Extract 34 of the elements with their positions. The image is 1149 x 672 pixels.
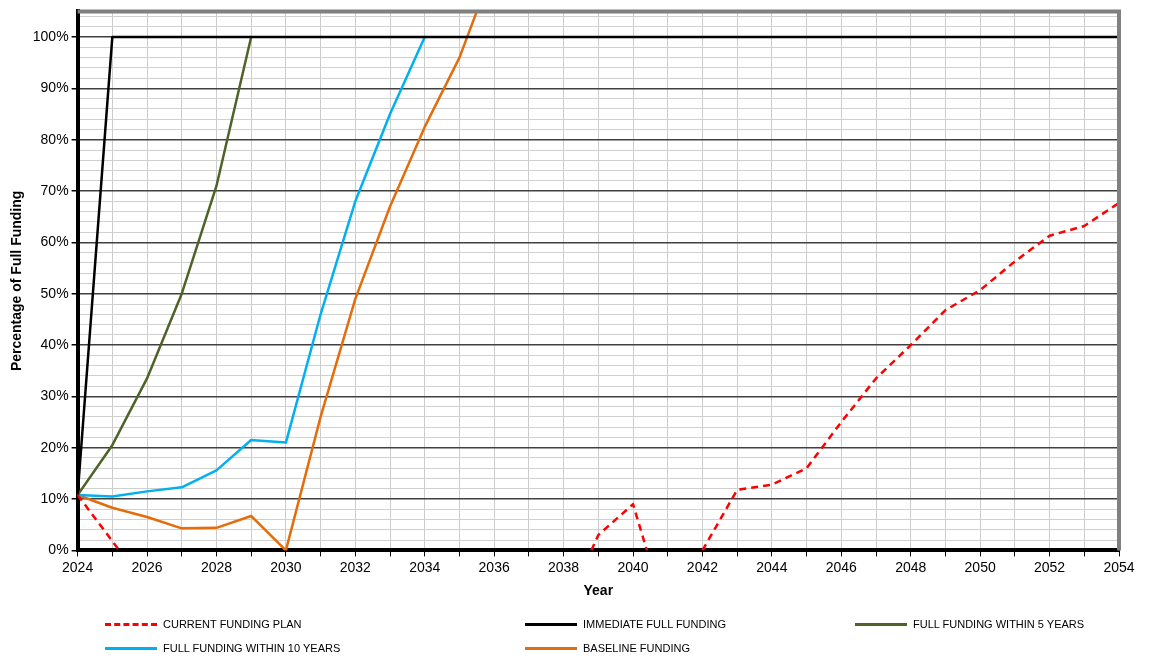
legend-label: CURRENT FUNDING PLAN: [163, 618, 302, 630]
y-tick-label: 20%: [40, 438, 69, 455]
legend-label: BASELINE FUNDING: [583, 642, 690, 654]
y-tick-label: 50%: [40, 284, 69, 301]
x-tick-label: 2048: [895, 558, 927, 575]
y-axis-title: Percentage of Full Funding: [8, 190, 25, 372]
legend-label: FULL FUNDING WITHIN 5 YEARS: [913, 618, 1085, 630]
legend-label: IMMEDIATE FULL FUNDING: [583, 618, 727, 630]
y-tick-label: 30%: [40, 387, 69, 404]
x-tick-label: 2044: [756, 558, 788, 575]
x-tick-label: 2024: [62, 558, 94, 575]
x-tick-label: 2028: [200, 558, 233, 575]
x-tick-label: 2036: [478, 558, 510, 575]
x-tick-label: 2026: [131, 558, 163, 575]
legend-label: FULL FUNDING WITHIN 10 YEARS: [163, 642, 341, 654]
x-tick-label: 2046: [825, 558, 858, 575]
x-tick-label: 2042: [686, 558, 719, 575]
x-tick-label: 2050: [964, 558, 996, 575]
x-axis-title: Year: [583, 582, 614, 599]
y-tick-label: 0%: [48, 541, 69, 558]
y-tick-label: 60%: [40, 233, 69, 250]
x-tick-label: 2040: [617, 558, 649, 575]
x-tick-label: 2032: [339, 558, 372, 575]
x-tick-label: 2054: [1103, 558, 1135, 575]
x-tick-label: 2034: [409, 558, 441, 575]
y-tick-label: 70%: [40, 181, 69, 198]
x-tick-label: 2030: [270, 558, 302, 575]
y-tick-label: 100%: [32, 27, 69, 44]
y-tick-label: 80%: [40, 130, 69, 147]
y-tick-label: 10%: [40, 489, 69, 506]
y-tick-label: 90%: [40, 79, 69, 96]
y-tick-label: 40%: [40, 335, 69, 352]
x-tick-label: 2052: [1034, 558, 1066, 575]
x-tick-label: 2038: [548, 558, 580, 575]
